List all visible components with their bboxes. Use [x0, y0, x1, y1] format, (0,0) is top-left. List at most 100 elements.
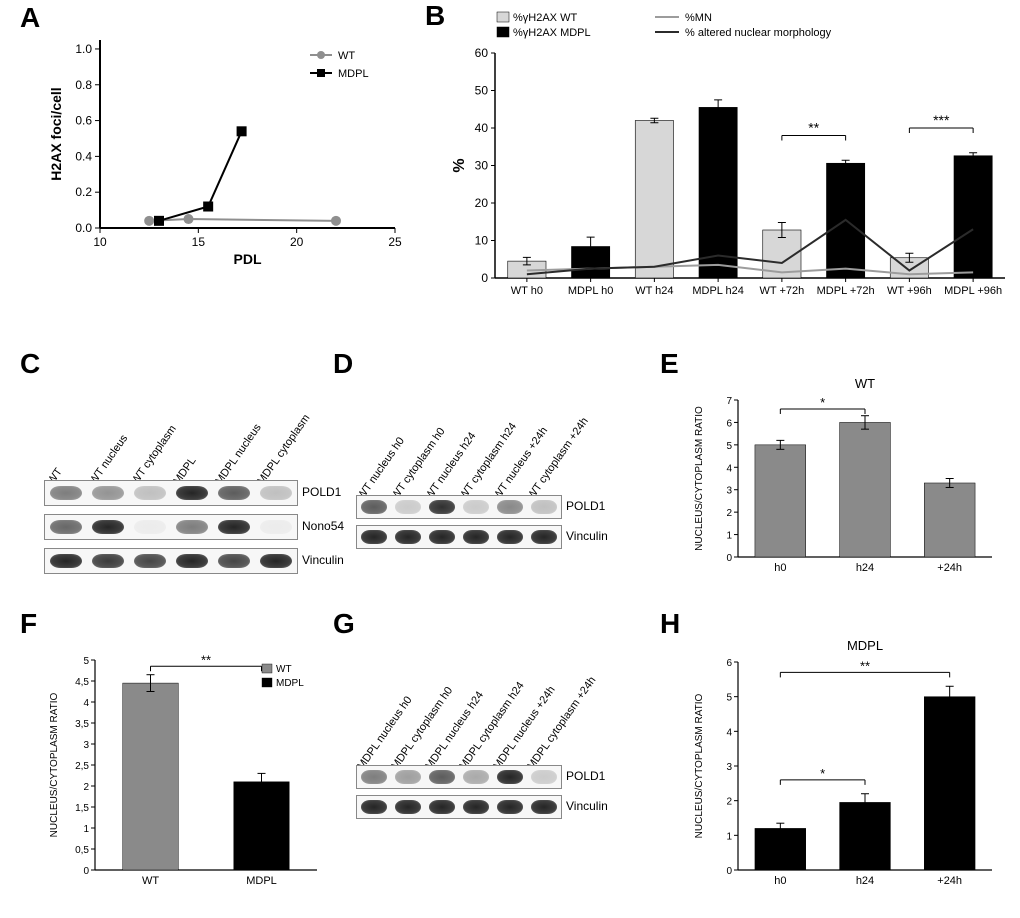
svg-text:10: 10: [475, 234, 489, 248]
svg-text:**: **: [860, 658, 870, 673]
svg-text:%: %: [451, 158, 468, 172]
band: [361, 500, 387, 513]
label-E: E: [660, 348, 679, 380]
panel-B-chart: 0102030405060%WT h0MDPL h0WT h24MDPL h24…: [450, 8, 1010, 308]
svg-text:h24: h24: [856, 562, 874, 574]
blot-row: [356, 525, 562, 549]
svg-text:6: 6: [726, 418, 732, 429]
band: [429, 770, 455, 783]
blot-row: [44, 548, 298, 574]
band: [497, 800, 523, 813]
blot-row: [356, 795, 562, 819]
label-H: H: [660, 608, 680, 640]
svg-text:15: 15: [192, 235, 206, 249]
svg-text:%γH2AX WT: %γH2AX WT: [513, 12, 577, 24]
svg-text:2: 2: [726, 508, 732, 519]
svg-text:6: 6: [726, 658, 732, 669]
label-C: C: [20, 348, 40, 380]
svg-text:3: 3: [726, 762, 732, 773]
band: [429, 530, 455, 543]
svg-text:0,5: 0,5: [75, 845, 89, 856]
svg-text:4: 4: [726, 463, 732, 474]
band: [218, 554, 250, 568]
band: [50, 486, 82, 500]
svg-text:0: 0: [726, 866, 732, 877]
svg-text:H2AX foci/cell: H2AX foci/cell: [48, 87, 64, 180]
band: [531, 770, 557, 783]
svg-text:1: 1: [726, 531, 732, 542]
band: [92, 554, 124, 568]
band: [531, 530, 557, 543]
blot-row: [44, 480, 298, 506]
svg-text:WT: WT: [142, 875, 159, 887]
lane-label: MDPL nucleus +24h: [491, 684, 558, 772]
svg-text:5: 5: [726, 693, 732, 704]
svg-text:1,5: 1,5: [75, 803, 89, 814]
band: [218, 520, 250, 534]
svg-text:3: 3: [726, 486, 732, 497]
blot-row-label: POLD1: [566, 769, 605, 783]
lane-label: MDPL cytoplasm h0: [389, 685, 455, 772]
panel-F-chart: 00,511,522,533,544,55NUCLEUS/CYTOPLASM R…: [45, 638, 325, 898]
band: [463, 770, 489, 783]
svg-text:MDPL: MDPL: [847, 638, 883, 653]
lane-label: MDPL cytoplasm: [255, 412, 312, 487]
blot-row-label: Nono54: [302, 519, 344, 533]
band: [531, 800, 557, 813]
svg-text:+24h: +24h: [937, 875, 962, 887]
svg-text:NUCLEUS/CYTOPLASM RATIO: NUCLEUS/CYTOPLASM RATIO: [694, 693, 705, 838]
band: [361, 800, 387, 813]
band: [395, 770, 421, 783]
blot-row: [356, 495, 562, 519]
blot-row: [356, 765, 562, 789]
svg-text:WT h24: WT h24: [635, 285, 673, 297]
band: [497, 530, 523, 543]
band: [260, 486, 292, 500]
blot-row-label: POLD1: [302, 485, 341, 499]
lane-label: MDPL cytoplasm +24h: [525, 675, 598, 772]
band: [92, 486, 124, 500]
svg-text:50: 50: [475, 84, 489, 98]
svg-text:0: 0: [726, 553, 732, 564]
lane-label: WT cytoplasm: [129, 423, 179, 487]
svg-text:h0: h0: [774, 875, 786, 887]
blot-row-label: POLD1: [566, 499, 605, 513]
svg-text:0: 0: [481, 271, 488, 285]
svg-text:4,5: 4,5: [75, 677, 89, 688]
svg-text:20: 20: [475, 196, 489, 210]
panel-H-chart: 0123456NUCLEUS/CYTOPLASM RATIOMDPLh0h24+…: [690, 628, 1000, 898]
band: [134, 486, 166, 500]
lane-label: WT nucleus: [87, 433, 130, 487]
svg-text:+24h: +24h: [937, 562, 962, 574]
svg-text:1: 1: [83, 824, 89, 835]
svg-text:MDPL +72h: MDPL +72h: [817, 285, 875, 297]
svg-text:3: 3: [83, 740, 89, 751]
svg-text:**: **: [201, 652, 211, 667]
svg-text:4: 4: [83, 698, 89, 709]
svg-text:MDPL: MDPL: [276, 678, 304, 689]
svg-text:WT: WT: [855, 376, 875, 391]
svg-text:0.0: 0.0: [75, 221, 92, 235]
blot-row-label: Vinculin: [302, 553, 344, 567]
lane-label: MDPL cytoplasm h24: [457, 680, 527, 772]
svg-text:h24: h24: [856, 875, 874, 887]
svg-text:WT: WT: [338, 50, 355, 62]
label-B: B: [425, 0, 445, 32]
figure: A B C D E F G H 0.00.20.40.60.81.0101520…: [0, 0, 1020, 918]
svg-text:0.4: 0.4: [75, 149, 92, 163]
label-G: G: [333, 608, 355, 640]
band: [176, 554, 208, 568]
svg-text:%γH2AX MDPL: %γH2AX MDPL: [513, 27, 591, 39]
svg-text:1: 1: [726, 831, 732, 842]
svg-text:25: 25: [388, 235, 402, 249]
svg-text:0: 0: [83, 866, 89, 877]
svg-text:NUCLEUS/CYTOPLASM RATIO: NUCLEUS/CYTOPLASM RATIO: [49, 692, 60, 837]
svg-text:2: 2: [83, 782, 89, 793]
svg-text:MDPL +96h: MDPL +96h: [944, 285, 1002, 297]
band: [134, 520, 166, 534]
blot-row: [44, 514, 298, 540]
panel-E-chart: 01234567NUCLEUS/CYTOPLASM RATIOWTh0h24+2…: [690, 370, 1000, 585]
band: [176, 520, 208, 534]
band: [92, 520, 124, 534]
band: [260, 554, 292, 568]
